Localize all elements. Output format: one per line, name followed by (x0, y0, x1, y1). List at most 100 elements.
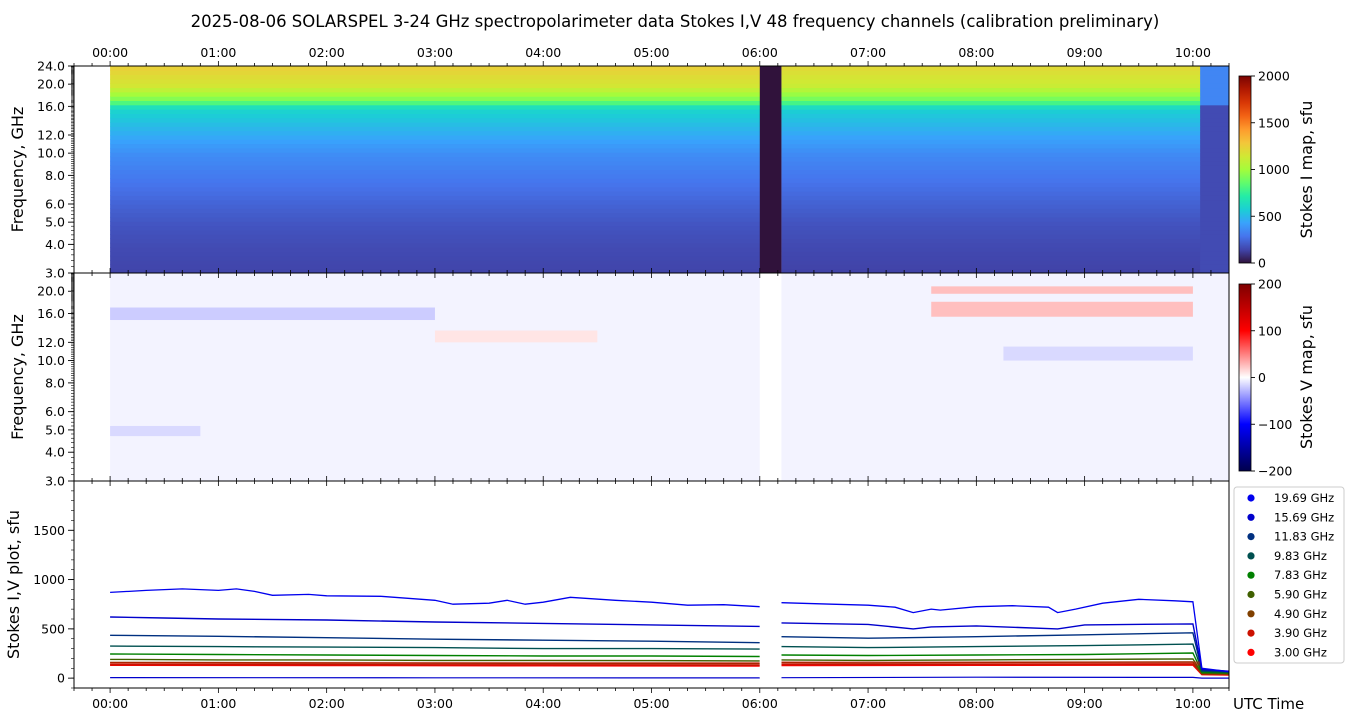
stokes-i-cell (1200, 83, 1229, 89)
stokes-i-cell (781, 191, 1201, 196)
stokes-v-feature (931, 286, 1193, 294)
stokes-i-gap (759, 66, 782, 273)
legend-marker (1247, 513, 1255, 521)
stokes-i-cell (1200, 268, 1229, 274)
stokes-i-cell (781, 160, 1201, 166)
value-tick-label: 1500 (33, 523, 65, 538)
stokes-i-cell (1200, 255, 1229, 261)
stokes-i-cell (110, 225, 761, 231)
colorbar-tick-label: 200 (1258, 277, 1282, 292)
stokes-i-cell (781, 182, 1201, 188)
stokes-i-cell (1200, 126, 1229, 132)
stokes-i-cell (1200, 87, 1229, 93)
stokes-i-cell (1200, 182, 1229, 188)
stokes-i-cell (781, 221, 1201, 227)
stokes-i-cell (781, 242, 1201, 248)
stokes-i-cell (1200, 238, 1229, 244)
stokes-i-colorbar-label: Stokes I map, sfu (1297, 101, 1316, 239)
stokes-i-cell (110, 216, 761, 222)
stokes-iv-panel: 00:00 01:00 02:00 03:00 04:00 05:00 06:00 07:00… (4, 480, 1345, 713)
stokes-i-cell (781, 100, 1201, 106)
colorbar-tick-label: 500 (1258, 209, 1282, 224)
stokes-i-cell (110, 264, 761, 270)
stokes-i-cell (1200, 212, 1229, 218)
stokes-i-cell (110, 208, 761, 214)
stokes-i-cell (1200, 195, 1229, 201)
frequency-tick-label: 4.0 (45, 445, 65, 460)
stokes-iv-value-axis: 0 500 1000 1500 (33, 490, 74, 689)
stokes-i-panel: 00:00 01:00 02:00 03:00 04:00 05:00 06:00 07:00… (8, 45, 1316, 281)
legend-items: 19.69 GHz 15.69 GHz 11.83 GHz 9.83 GHz 7.83 … (1247, 491, 1334, 659)
frequency-tick-label: 10.0 (37, 353, 65, 368)
stokes-v-feature (931, 301, 1193, 317)
plot-gap (759, 599, 782, 679)
value-tick-label: 0 (57, 671, 65, 686)
stokes-i-cell (110, 83, 761, 89)
frequency-tick-label: 24.0 (37, 59, 65, 74)
stokes-i-cell (1200, 234, 1229, 239)
stokes-i-cell (781, 143, 1201, 149)
time-tick-label: 04:00 (525, 45, 561, 60)
stokes-i-cell (1200, 178, 1229, 183)
legend-label: 3.00 GHz (1274, 645, 1327, 659)
stokes-v-feature (110, 307, 435, 321)
stokes-i-cell (110, 182, 761, 188)
stokes-i-cell (110, 212, 761, 218)
frequency-tick-label: 3.0 (45, 266, 65, 281)
stokes-i-cell (110, 143, 761, 149)
time-tick-label: 08:00 (958, 45, 994, 60)
legend-label: 4.90 GHz (1274, 607, 1327, 621)
time-tick-label: 08:00 (958, 696, 994, 711)
stokes-i-cell (110, 234, 761, 239)
stokes-i-cell (781, 66, 1201, 71)
stokes-v-feature (434, 330, 598, 343)
stokes-i-cell (110, 113, 761, 119)
stokes-i-cell (781, 165, 1201, 170)
stokes-iv-plot-area (74, 481, 1229, 688)
colorbar-tick-label: 0 (1258, 370, 1266, 385)
stokes-i-cell (1200, 100, 1229, 106)
stokes-v-feature (1003, 346, 1193, 361)
stokes-i-cell (110, 117, 761, 123)
legend-marker (1247, 494, 1255, 502)
stokes-i-cell (1200, 169, 1229, 175)
series-line (110, 652, 1230, 674)
legend-label: 19.69 GHz (1274, 491, 1334, 505)
legend-label: 9.83 GHz (1274, 549, 1327, 563)
stokes-i-cell (1200, 225, 1229, 231)
stokes-i-cell (1200, 91, 1229, 97)
legend-label: 11.83 GHz (1274, 530, 1334, 544)
stokes-i-cell (110, 126, 761, 132)
stokes-i-cell (110, 70, 761, 76)
stokes-i-colorbar-ticks: 0 500 1000 1500 2000 (1251, 69, 1290, 271)
stokes-i-cell (110, 160, 761, 166)
stokes-i-cell (1200, 208, 1229, 214)
stokes-i-cell (1200, 251, 1229, 257)
stokes-i-cell (781, 251, 1201, 257)
time-tick-label: 02:00 (309, 696, 345, 711)
stokes-i-cell (781, 96, 1201, 101)
stokes-i-cell (1200, 264, 1229, 270)
stokes-i-cell (781, 83, 1201, 89)
stokes-i-cell (110, 96, 761, 101)
stokes-i-cell (781, 87, 1201, 93)
frequency-tick-label: 5.0 (45, 215, 65, 230)
stokes-i-cell (781, 264, 1201, 270)
stokes-i-cell (110, 74, 761, 80)
colorbar-tick-label: −100 (1258, 417, 1292, 432)
legend-marker (1247, 533, 1255, 541)
colorbar-tick-label: −200 (1258, 464, 1292, 479)
stokes-v-ylabel: Frequency, GHz (8, 314, 27, 440)
time-tick-label: 07:00 (850, 696, 886, 711)
frequency-tick-label: 20.0 (37, 284, 65, 299)
stokes-i-cell (1200, 260, 1229, 265)
stokes-i-cell (110, 87, 761, 93)
stokes-i-cell (110, 130, 761, 136)
stokes-i-cell (1200, 135, 1229, 140)
stokes-i-cell (1200, 204, 1229, 209)
legend-label: 7.83 GHz (1274, 568, 1327, 582)
frequency-tick-label: 5.0 (45, 422, 65, 437)
time-tick-label: 09:00 (1067, 45, 1103, 60)
stokes-i-cell (781, 126, 1201, 132)
